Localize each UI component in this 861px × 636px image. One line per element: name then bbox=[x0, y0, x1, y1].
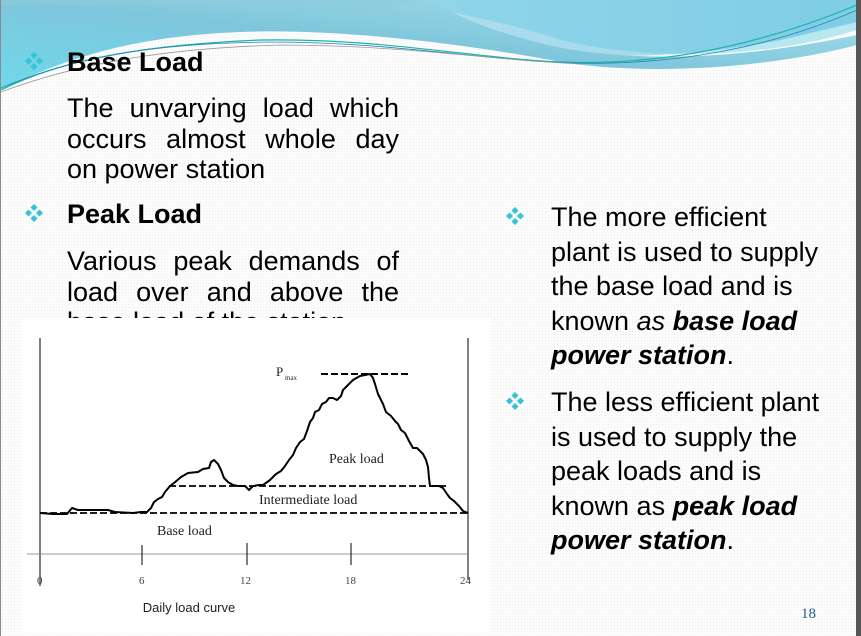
text-line: the base load and is bbox=[551, 271, 793, 301]
peak-load-label: Peak load bbox=[329, 452, 384, 467]
text-line: The more efficient bbox=[551, 202, 767, 232]
text-line: The unvarying load which bbox=[67, 93, 399, 123]
tick-label: 12 bbox=[240, 575, 251, 587]
text-italic: as bbox=[636, 305, 673, 336]
text-line: is used to supply the bbox=[551, 421, 798, 452]
term-base-load: base load bbox=[672, 305, 798, 336]
pmax-label: P bbox=[276, 364, 283, 379]
heading-peak-load: Peak Load bbox=[67, 199, 203, 229]
peak-load-station-text: The less efficient plant is used to supp… bbox=[551, 385, 851, 558]
text-line: on power station bbox=[67, 154, 266, 184]
tick-label: 6 bbox=[139, 575, 145, 587]
text-line: load over and above the bbox=[67, 276, 399, 307]
intermediate-load-label: Intermediate load bbox=[259, 493, 357, 508]
base-load-label: Base load bbox=[157, 524, 212, 539]
text-line: known as base load bbox=[551, 304, 851, 339]
daily-load-curve-chart: P max Peak load Intermediate load Base l… bbox=[23, 318, 491, 632]
text-line: plant is used to supply bbox=[551, 236, 819, 267]
base-load-station-text: The more efficient plant is used to supp… bbox=[551, 200, 851, 373]
chart-caption: Daily load curve bbox=[142, 600, 236, 615]
header-wave-decoration bbox=[1, 0, 857, 93]
text-line: Various peak demands of bbox=[67, 246, 399, 276]
text-line: power station. bbox=[551, 523, 851, 558]
text-plain: . bbox=[726, 340, 735, 370]
text-plain: known bbox=[551, 305, 637, 336]
tick-label: 18 bbox=[345, 575, 357, 587]
text-line: peak loads and is bbox=[551, 456, 762, 486]
tick-label: 24 bbox=[460, 575, 472, 587]
text-line: power station. bbox=[551, 338, 851, 373]
chart-plot: P max Peak load Intermediate load Base l… bbox=[27, 338, 472, 587]
text-plain: . bbox=[726, 525, 735, 555]
pmax-subscript: max bbox=[285, 374, 298, 382]
diamond-bullet-icon bbox=[505, 391, 525, 411]
text-line: The less efficient plant bbox=[551, 387, 820, 417]
diamond-bullet-icon bbox=[24, 51, 44, 71]
base-load-definition: The unvarying load which occurs almost w… bbox=[67, 93, 399, 185]
diamond-bullet-icon bbox=[24, 203, 44, 223]
heading-base-load: Base Load bbox=[67, 47, 204, 77]
text-line: known as peak load bbox=[551, 489, 851, 524]
term-peak-load: peak load bbox=[672, 490, 798, 521]
window-border bbox=[856, 0, 861, 636]
page-number: 18 bbox=[801, 606, 816, 622]
text-plain: known as bbox=[551, 490, 673, 521]
diamond-bullet-icon bbox=[505, 206, 525, 226]
text-line: occurs almost whole day bbox=[67, 123, 399, 154]
term-power-station: power station bbox=[551, 525, 727, 555]
tick-label: 0 bbox=[37, 575, 43, 587]
term-power-station: power station bbox=[551, 340, 727, 370]
